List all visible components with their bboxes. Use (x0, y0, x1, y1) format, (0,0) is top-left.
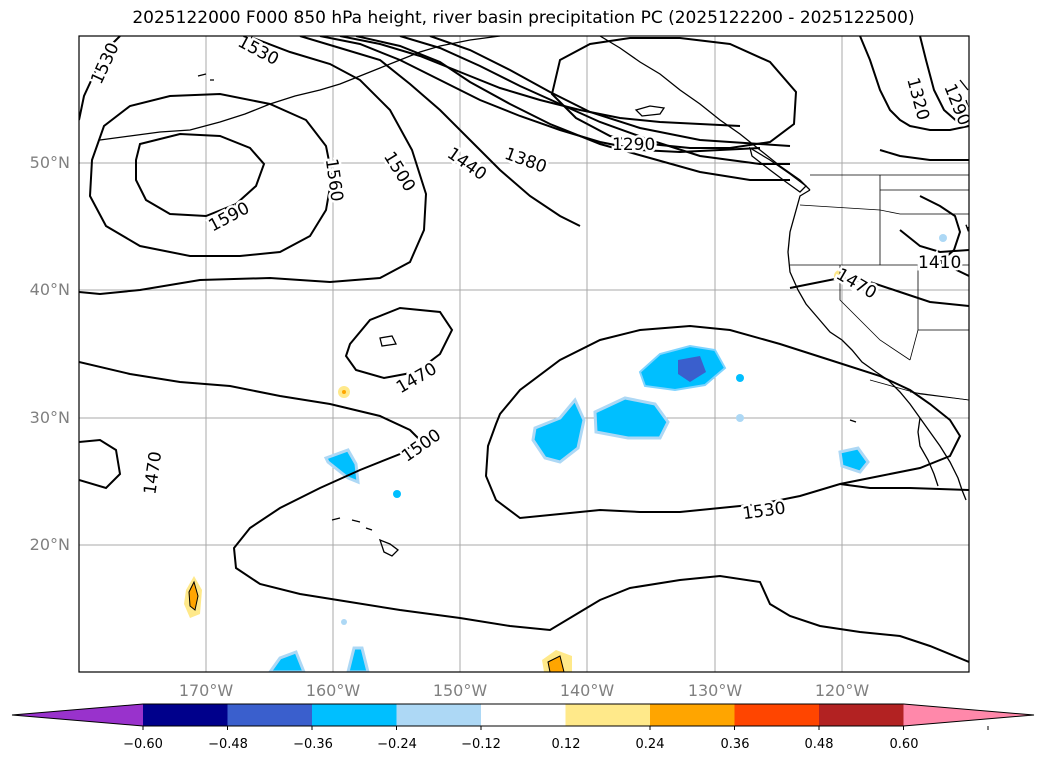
colorbar-segment (312, 704, 397, 726)
lat-label: 30°N (29, 408, 70, 427)
lon-label: 160°W (305, 681, 361, 700)
coast-hawaii (331, 517, 399, 557)
contour-1380 (339, 36, 741, 127)
colorbar-tick-label: −0.48 (208, 737, 248, 752)
colorbar-tick-label: −0.12 (461, 737, 501, 752)
precip-core-1 (678, 356, 706, 382)
colorbar-tick-label: 0.48 (804, 737, 834, 752)
colorbar-segment (143, 704, 228, 726)
lon-label: 130°W (687, 681, 743, 700)
colorbar-extend-right (903, 704, 1034, 726)
contour-1530-right-tail (839, 483, 969, 491)
precip-dot-4 (939, 234, 947, 242)
contour-1350-right (919, 195, 969, 277)
contour-1380-right (879, 149, 969, 161)
contour-1290-right (919, 36, 969, 127)
precip-area-blue-7 (346, 646, 370, 672)
precip-dot-orange-2 (342, 390, 346, 394)
contour-1530-south (484, 324, 962, 520)
colorbar-segment (565, 704, 651, 726)
colorbar-segment (819, 704, 904, 726)
map-title: 2025122000 F000 850 hPa height, river ba… (132, 8, 915, 28)
lat-label: 20°N (29, 535, 70, 554)
precip-area-blue-4 (838, 446, 870, 474)
contour-label: 13 (960, 218, 986, 245)
contour-1320 (859, 36, 969, 131)
coast-isl-2 (379, 335, 397, 347)
map-frame-border (78, 35, 970, 673)
colorbar-segment (481, 704, 566, 726)
contour-1500-main (79, 361, 969, 663)
contour-1290 (550, 37, 798, 149)
contour-1470-center (344, 306, 454, 380)
coastlines (99, 36, 969, 557)
contour-1380-b (429, 36, 791, 147)
precip-dot-2 (736, 374, 744, 382)
colorbar (11, 703, 1035, 730)
precip-dot-5 (341, 619, 347, 625)
contour-label: 1410 (918, 253, 961, 273)
coast-alaska-aleutians (99, 36, 501, 141)
lon-label: 170°W (178, 681, 234, 700)
precip-area-blue-6 (268, 650, 306, 672)
lat-label: 50°N (29, 153, 70, 172)
colorbar-tick-label: 0.36 (720, 737, 750, 752)
colorbar-segment (396, 704, 482, 726)
lat-label: 40°N (29, 280, 70, 299)
precip-area-blue-2 (531, 397, 586, 464)
border-wa-or (799, 204, 969, 215)
contour-1410 (899, 229, 969, 254)
contour-1470-west (79, 438, 122, 490)
border-mexico (869, 379, 969, 401)
precip-dot-1 (393, 490, 401, 498)
lon-label: 120°W (814, 681, 870, 700)
coast-alaska-panhandle (599, 36, 811, 191)
contour-1590 (135, 132, 266, 218)
precip-area-orange-2-core (547, 655, 565, 672)
colorbar-tick-label: −0.36 (293, 737, 333, 752)
precip-area-orange-1-core (188, 580, 199, 611)
political-borders (790, 174, 969, 401)
coast-misc-isl (634, 105, 666, 117)
colorbar-tick-label: 0.12 (551, 737, 581, 752)
map-background (79, 36, 969, 672)
contour-1530-upper (79, 36, 428, 296)
contour-label: 1290 (612, 135, 655, 155)
lon-label: 140°W (559, 681, 615, 700)
colorbar-tick-label: 0.24 (635, 737, 665, 752)
coast-north-america (787, 189, 967, 501)
colorbar-tick-label: −0.60 (123, 737, 163, 752)
colorbar-segment (227, 704, 313, 726)
colorbar-segment (734, 704, 820, 726)
lon-label: 150°W (432, 681, 488, 700)
coast-isl-3 (197, 73, 857, 423)
colorbar-extend-left (12, 704, 143, 726)
colorbar-tick-label: 0.60 (889, 737, 919, 752)
contour-1560 (88, 92, 334, 257)
coast-mexico (917, 417, 939, 487)
precip-area-blue-3 (593, 396, 670, 440)
contour-1500-upper (299, 36, 581, 227)
height-contours (79, 36, 969, 663)
contour-1470-right (789, 276, 969, 307)
border-nv-ca (839, 265, 911, 361)
contour-1440-b (399, 36, 790, 165)
precip-dot-3 (736, 414, 744, 422)
contour-1500-lines (355, 36, 790, 181)
colorbar-segment (650, 704, 735, 726)
precip-negative-areas (268, 234, 947, 672)
colorbar-tick-label: −0.24 (377, 737, 417, 752)
